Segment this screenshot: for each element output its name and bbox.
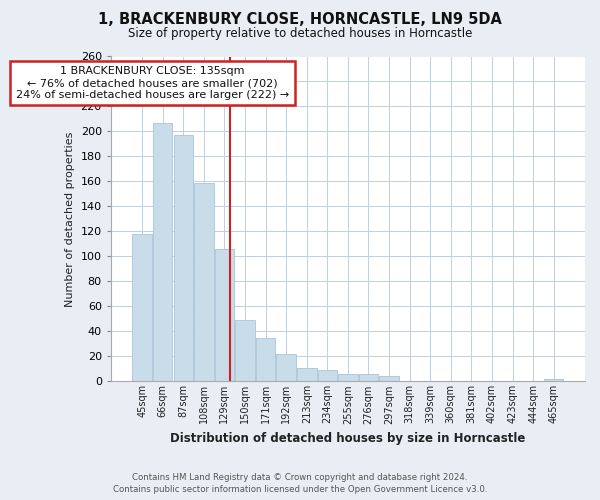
Bar: [297, 368, 317, 382]
Bar: [338, 374, 358, 382]
Bar: [133, 234, 152, 382]
X-axis label: Distribution of detached houses by size in Horncastle: Distribution of detached houses by size …: [170, 432, 526, 445]
Bar: [544, 379, 563, 382]
Text: Contains HM Land Registry data © Crown copyright and database right 2024.
Contai: Contains HM Land Registry data © Crown c…: [113, 472, 487, 494]
Bar: [153, 122, 172, 382]
Bar: [379, 376, 399, 382]
Bar: [173, 135, 193, 382]
Bar: [235, 320, 255, 382]
Bar: [256, 338, 275, 382]
Y-axis label: Number of detached properties: Number of detached properties: [65, 132, 75, 306]
Bar: [215, 249, 234, 382]
Bar: [277, 354, 296, 382]
Bar: [194, 182, 214, 382]
Bar: [317, 370, 337, 382]
Bar: [359, 374, 378, 382]
Text: 1 BRACKENBURY CLOSE: 135sqm
← 76% of detached houses are smaller (702)
24% of se: 1 BRACKENBURY CLOSE: 135sqm ← 76% of det…: [16, 66, 289, 100]
Text: Size of property relative to detached houses in Horncastle: Size of property relative to detached ho…: [128, 28, 472, 40]
Text: 1, BRACKENBURY CLOSE, HORNCASTLE, LN9 5DA: 1, BRACKENBURY CLOSE, HORNCASTLE, LN9 5D…: [98, 12, 502, 28]
